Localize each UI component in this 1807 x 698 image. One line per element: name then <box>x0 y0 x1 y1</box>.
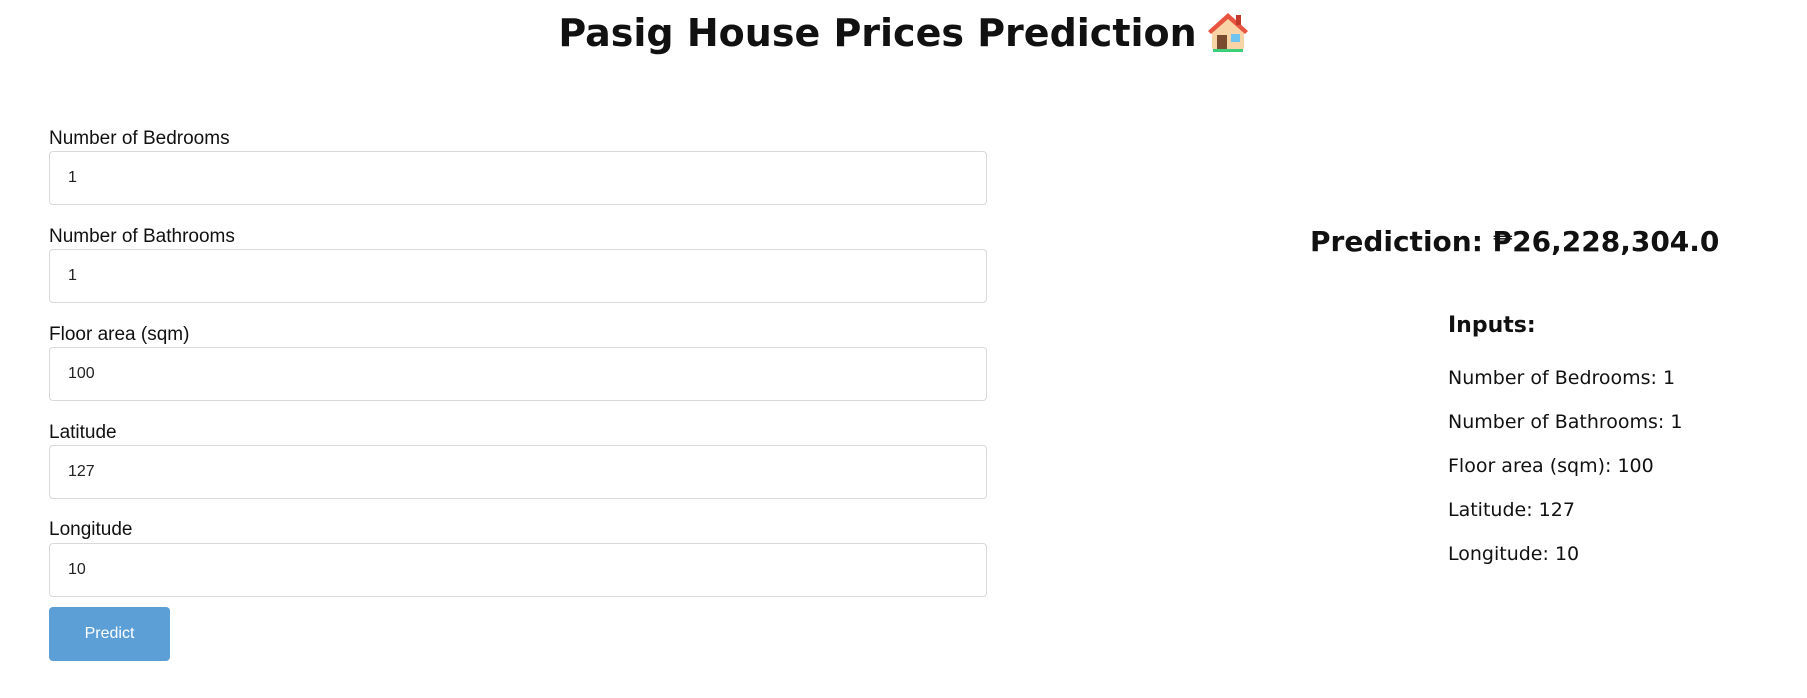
summary-label: Longitude: <box>1448 543 1549 565</box>
summary-longitude: Longitude: 10 <box>1448 542 1579 566</box>
latitude-input[interactable] <box>49 445 987 499</box>
summary-label: Number of Bedrooms: <box>1448 367 1657 389</box>
bathrooms-label: Number of Bathrooms <box>49 226 235 247</box>
floor-area-input[interactable] <box>49 347 987 401</box>
summary-latitude: Latitude: 127 <box>1448 498 1575 522</box>
floor-area-label: Floor area (sqm) <box>49 324 190 345</box>
longitude-input[interactable] <box>49 543 987 597</box>
prediction-result: Prediction: ₱26,228,304.0 <box>1310 222 1807 262</box>
summary-label: Latitude: <box>1448 499 1533 521</box>
summary-label: Floor area (sqm): <box>1448 455 1612 477</box>
house-icon <box>1207 10 1249 54</box>
bedrooms-label: Number of Bedrooms <box>49 128 230 149</box>
prediction-value: ₱26,228,304.0 <box>1492 225 1720 258</box>
inputs-heading: Inputs: <box>1448 313 1536 338</box>
summary-floor-area: Floor area (sqm): 100 <box>1448 454 1654 478</box>
bathrooms-input[interactable] <box>49 249 987 303</box>
prediction-label: Prediction: <box>1310 225 1483 258</box>
summary-value: 100 <box>1617 455 1654 477</box>
longitude-label: Longitude <box>49 519 133 540</box>
predict-button[interactable]: Predict <box>49 607 170 661</box>
summary-value: 1 <box>1663 367 1676 389</box>
latitude-label: Latitude <box>49 422 117 443</box>
summary-value: 127 <box>1538 499 1575 521</box>
summary-value: 10 <box>1554 543 1580 565</box>
summary-bedrooms: Number of Bedrooms: 1 <box>1448 366 1675 390</box>
summary-value: 1 <box>1670 411 1683 433</box>
page-title-text: Pasig House Prices Prediction <box>558 11 1197 55</box>
summary-label: Number of Bathrooms: <box>1448 411 1665 433</box>
summary-bathrooms: Number of Bathrooms: 1 <box>1448 410 1682 434</box>
page-title: Pasig House Prices Prediction <box>0 8 1807 58</box>
bedrooms-input[interactable] <box>49 151 987 205</box>
